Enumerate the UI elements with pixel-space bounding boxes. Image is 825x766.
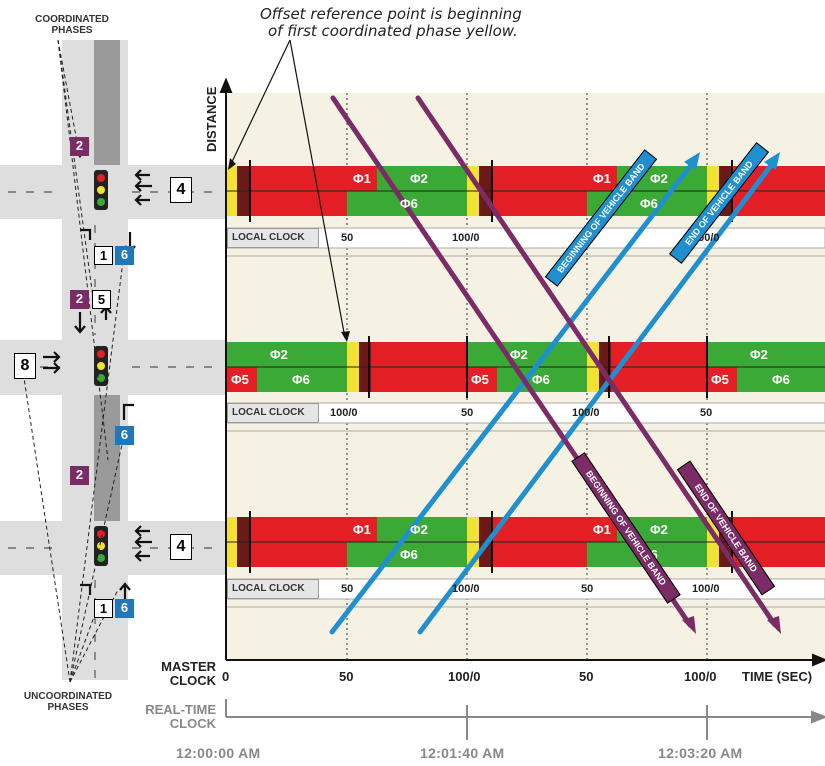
phase-label: Φ2 [410, 171, 428, 186]
phase-label: Φ6 [772, 372, 790, 387]
phase-label: Φ2 [510, 347, 528, 362]
arrowhead [341, 331, 350, 342]
uncoordinated-phases-label: UNCOORDINATED PHASES [23, 691, 113, 713]
phase-chip: 2 [70, 466, 89, 485]
master-tick: 100/0 [448, 669, 481, 684]
real-time-tick: 12:01:40 AM [420, 745, 505, 761]
phase-label: Φ1 [353, 171, 371, 186]
phase-label: Φ5 [711, 372, 729, 387]
phase-chip: 1 [94, 246, 113, 265]
phase-label: Φ2 [650, 171, 668, 186]
phase-label: Φ2 [750, 347, 768, 362]
offset-note-line1: Offset reference point is beginning [260, 5, 522, 23]
phase-chip: 6 [115, 426, 134, 445]
local-clock-label: LOCAL CLOCK [227, 403, 319, 423]
phase-label: Φ2 [650, 522, 668, 537]
local-clock-tick: 100/0 [452, 232, 480, 244]
local-clock-tick: 50 [341, 583, 354, 595]
local-clock-label: LOCAL CLOCK [227, 228, 319, 248]
phase-label: Φ6 [292, 372, 310, 387]
local-clock-tick: 50 [700, 407, 713, 419]
local-clock-tick: 50 [341, 232, 354, 244]
master-tick: 100/0 [684, 669, 717, 684]
phase-chip: 6 [115, 599, 134, 618]
corridor-map [0, 39, 225, 683]
phase-label: Φ6 [400, 547, 418, 562]
phase-label: Φ6 [400, 196, 418, 211]
time-axis-label: TIME (SEC) [742, 669, 813, 684]
phase-chip: 8 [14, 353, 36, 379]
phase-chip: 5 [92, 290, 111, 309]
phase-label: Φ5 [231, 372, 249, 387]
offset-callout-arrows [229, 39, 346, 339]
phase-chip: 1 [94, 599, 113, 618]
master-tick: 0 [222, 669, 230, 684]
phase-label: Φ2 [270, 347, 288, 362]
local-clock-tick: 100/0 [692, 583, 720, 595]
phase-label: Φ1 [593, 171, 611, 186]
offset-note-line2: of first coordinated phase yellow. [268, 22, 518, 40]
axes [219, 77, 825, 667]
master-tick: 50 [579, 669, 594, 684]
local-clock-tick: 100/0 [572, 407, 600, 419]
local-clock-tick: 100/0 [330, 407, 358, 419]
phase-label: Φ2 [410, 522, 428, 537]
phase-label: Φ5 [471, 372, 489, 387]
local-clock-tick: 100/0 [452, 583, 480, 595]
coordinated-phases-label: COORDINATED PHASES [35, 14, 109, 36]
phase-label: Φ6 [532, 372, 550, 387]
master-clock-label: MASTER CLOCK [161, 659, 216, 688]
phase-label: Φ1 [593, 522, 611, 537]
master-tick: 50 [339, 669, 354, 684]
local-clock-tick: 50 [461, 407, 474, 419]
real-time-axis [225, 699, 825, 740]
phase-chip: 4 [170, 534, 192, 560]
phase-chip: 2 [70, 290, 89, 309]
phase-chip: 6 [115, 246, 134, 265]
phase-label: Φ6 [640, 196, 658, 211]
real-time-tick: 12:03:20 AM [658, 745, 743, 761]
local-clock-label: LOCAL CLOCK [227, 579, 319, 599]
distance-axis-label: DISTANCE [204, 86, 219, 152]
signal-icon [94, 170, 108, 210]
phase-label: Φ1 [353, 522, 371, 537]
local-clock-tick: 50 [581, 583, 594, 595]
arrowhead [228, 158, 236, 170]
median-top [94, 40, 120, 165]
phase-chip: 2 [70, 137, 89, 156]
phase-chip: 4 [170, 177, 192, 203]
real-time-tick: 12:00:00 AM [176, 745, 261, 761]
real-time-clock-label: REAL-TIME CLOCK [145, 702, 216, 731]
